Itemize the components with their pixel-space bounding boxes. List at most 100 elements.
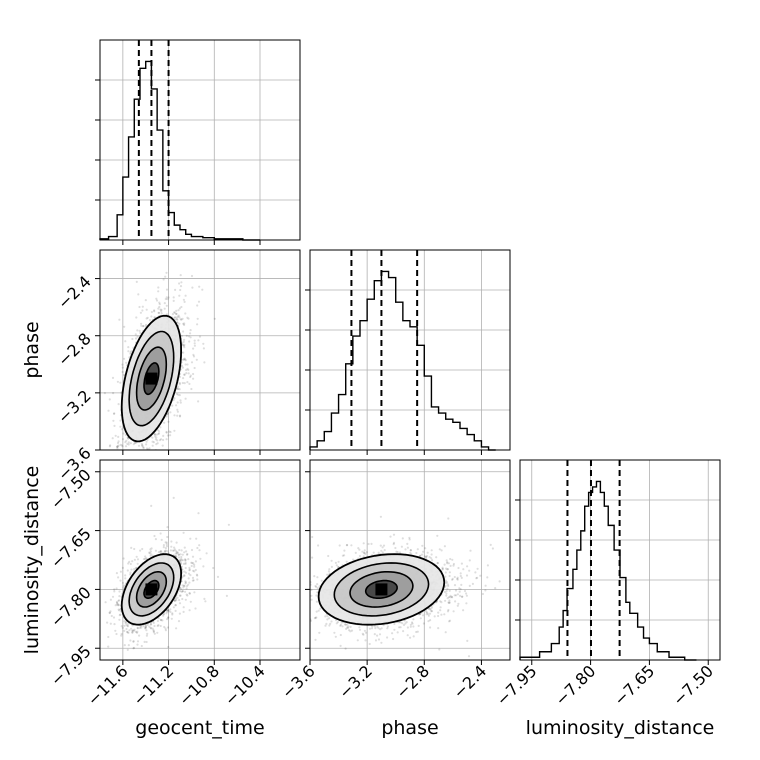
sample-point (197, 512, 200, 515)
sample-point (181, 584, 184, 587)
sample-point (175, 404, 178, 407)
sample-point (183, 338, 186, 341)
sample-point (174, 548, 177, 551)
density-panel-geocent_time-luminosity_distance (95, 459, 301, 665)
sample-point (114, 629, 117, 632)
sample-point (182, 358, 186, 361)
sample-point (172, 398, 175, 402)
sample-point (193, 565, 196, 568)
peak-density-cell (145, 372, 158, 385)
sample-point (141, 547, 144, 551)
sample-point (178, 594, 181, 597)
sample-point (145, 640, 148, 644)
sample-point (157, 311, 160, 314)
sample-point (174, 604, 177, 607)
sample-point (124, 574, 127, 577)
sample-point (160, 538, 163, 542)
sample-point (157, 307, 160, 310)
sample-point (160, 308, 163, 311)
sample-point (136, 329, 139, 332)
sample-point (165, 541, 168, 544)
sample-point (203, 597, 206, 601)
sample-point (164, 275, 167, 278)
sample-point (180, 334, 183, 338)
sample-point (151, 436, 154, 439)
sample-point (176, 321, 179, 324)
sample-point (178, 548, 181, 552)
sample-point (124, 445, 128, 448)
sample-point (166, 298, 169, 301)
sample-point (185, 585, 189, 588)
sample-point (122, 586, 125, 589)
sample-point (182, 322, 185, 325)
sample-point (184, 358, 187, 361)
sample-point (174, 316, 177, 319)
sample-point (139, 475, 141, 477)
sample-point (144, 626, 147, 629)
sample-point (133, 567, 136, 571)
sample-point (159, 308, 162, 311)
sample-point (127, 562, 130, 565)
sample-point (127, 441, 130, 444)
sample-point (173, 316, 176, 319)
sample-point (175, 312, 178, 315)
sample-point (152, 621, 155, 625)
sample-point (165, 288, 169, 291)
sample-point (118, 590, 121, 593)
sample-point (113, 623, 116, 626)
sample-point (173, 599, 176, 602)
sample-point (190, 361, 194, 364)
sample-point (127, 644, 130, 647)
sample-point (213, 317, 216, 320)
sample-point (178, 381, 181, 385)
sample-point (129, 442, 132, 445)
sample-point (137, 293, 140, 296)
sample-point (139, 311, 142, 314)
sample-point (118, 599, 121, 602)
sample-point (138, 329, 141, 332)
sample-point (157, 551, 160, 554)
sample-point (153, 309, 156, 312)
sample-point (193, 366, 196, 370)
sample-point (179, 553, 182, 556)
sample-point (157, 432, 161, 435)
sample-point (202, 347, 205, 350)
sample-point (141, 309, 144, 312)
sample-point (175, 541, 178, 544)
sample-point (120, 428, 123, 431)
sample-point (180, 364, 184, 367)
sample-point (190, 548, 194, 552)
sample-point (141, 444, 144, 447)
sample-point (144, 557, 147, 561)
sample-point (178, 558, 182, 561)
panel-frame (309, 249, 511, 451)
sample-point (179, 561, 182, 564)
sample-point (194, 560, 197, 563)
sample-point (182, 330, 185, 333)
sample-point (193, 339, 196, 342)
sample-point (150, 315, 153, 318)
sample-point (164, 627, 167, 630)
sample-point (121, 566, 124, 570)
sample-point (153, 632, 156, 635)
sample-point (160, 438, 163, 441)
sample-point (142, 558, 145, 561)
sample-point (118, 595, 121, 598)
sample-point (150, 497, 152, 499)
sample-point (177, 620, 181, 623)
sample-point (198, 335, 202, 338)
sample-point (195, 537, 198, 540)
sample-point (182, 344, 185, 347)
sample-point (132, 640, 135, 643)
sample-point (186, 367, 189, 370)
sample-point (108, 611, 111, 614)
sample-point (131, 337, 134, 341)
sample-point (199, 557, 202, 560)
sample-point (159, 549, 162, 553)
sample-point (166, 535, 169, 539)
sample-point (154, 438, 157, 441)
sample-point (107, 645, 110, 648)
sample-point (212, 566, 215, 570)
sample-point (130, 546, 133, 550)
sample-point (150, 553, 153, 556)
